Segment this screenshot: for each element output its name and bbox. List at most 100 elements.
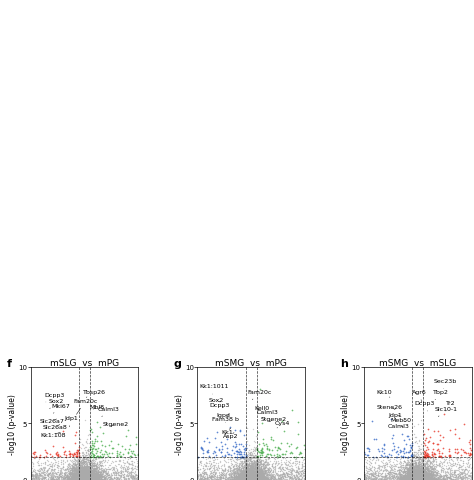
Point (82, 471, 90, 479)
Point (450, 467, 458, 475)
Point (58, 475, 66, 480)
Point (410, 474, 418, 480)
Point (246, 473, 254, 480)
Point (91, 457, 99, 465)
Point (415, 456, 422, 463)
Point (420, 469, 428, 477)
Point (458, 473, 466, 480)
Point (79, 470, 87, 478)
Point (91, 474, 99, 480)
Point (369, 472, 377, 480)
Point (249, 471, 256, 479)
Point (71, 464, 78, 472)
Point (123, 465, 131, 473)
Point (75, 472, 83, 480)
Point (423, 464, 431, 472)
Point (246, 470, 254, 478)
Point (423, 465, 430, 473)
Point (276, 466, 284, 473)
Point (418, 468, 425, 476)
Point (260, 473, 267, 480)
Point (408, 458, 415, 466)
Point (241, 474, 249, 480)
Point (69, 473, 77, 480)
Point (101, 467, 109, 475)
Point (416, 462, 423, 470)
Point (221, 476, 228, 480)
Point (255, 475, 262, 480)
Point (77, 468, 84, 476)
Point (411, 473, 419, 480)
Point (277, 472, 284, 480)
Point (84, 468, 92, 476)
Point (238, 474, 246, 480)
Point (248, 468, 255, 476)
Point (70, 460, 77, 468)
Point (419, 455, 426, 463)
Point (414, 473, 421, 480)
Point (83, 472, 91, 480)
Point (361, 475, 369, 480)
Point (235, 469, 243, 477)
Point (397, 453, 404, 460)
Point (81, 469, 89, 477)
Point (387, 476, 394, 480)
Point (245, 470, 252, 478)
Point (404, 475, 412, 480)
Point (449, 475, 457, 480)
Point (93, 473, 100, 480)
Point (247, 473, 255, 480)
Point (407, 471, 414, 479)
Point (90, 467, 97, 474)
Point (237, 472, 245, 480)
Point (73, 470, 81, 478)
Point (252, 473, 260, 480)
Point (300, 471, 308, 479)
Point (381, 472, 389, 480)
Point (87, 470, 95, 478)
Point (412, 476, 419, 480)
Point (410, 469, 418, 477)
Point (78, 458, 86, 466)
Point (401, 474, 409, 480)
Point (408, 476, 415, 480)
Point (217, 474, 225, 480)
Point (250, 468, 257, 475)
Point (407, 464, 414, 472)
Point (81, 473, 89, 480)
Point (90, 471, 98, 479)
Point (425, 466, 432, 474)
Point (249, 470, 256, 478)
Point (92, 475, 100, 480)
Point (409, 463, 417, 470)
Point (422, 470, 429, 478)
Point (365, 473, 373, 480)
Point (407, 474, 415, 480)
Point (246, 467, 253, 474)
Point (75, 474, 82, 480)
Point (61, 473, 68, 480)
Point (409, 475, 416, 480)
Point (407, 476, 415, 480)
Point (241, 467, 248, 474)
Point (416, 467, 424, 475)
Point (238, 457, 246, 465)
Point (76, 462, 84, 470)
Point (424, 470, 432, 478)
Point (293, 474, 301, 480)
Point (47, 472, 55, 480)
Point (75, 475, 82, 480)
Point (70, 461, 77, 469)
Point (46, 468, 54, 476)
Point (225, 463, 232, 470)
Point (255, 472, 263, 480)
Point (76, 475, 83, 480)
Point (235, 472, 242, 480)
Point (405, 476, 413, 480)
Point (243, 457, 251, 465)
Point (251, 474, 259, 480)
Point (56, 470, 64, 478)
Point (253, 476, 261, 480)
Point (401, 476, 409, 480)
Point (245, 455, 252, 463)
